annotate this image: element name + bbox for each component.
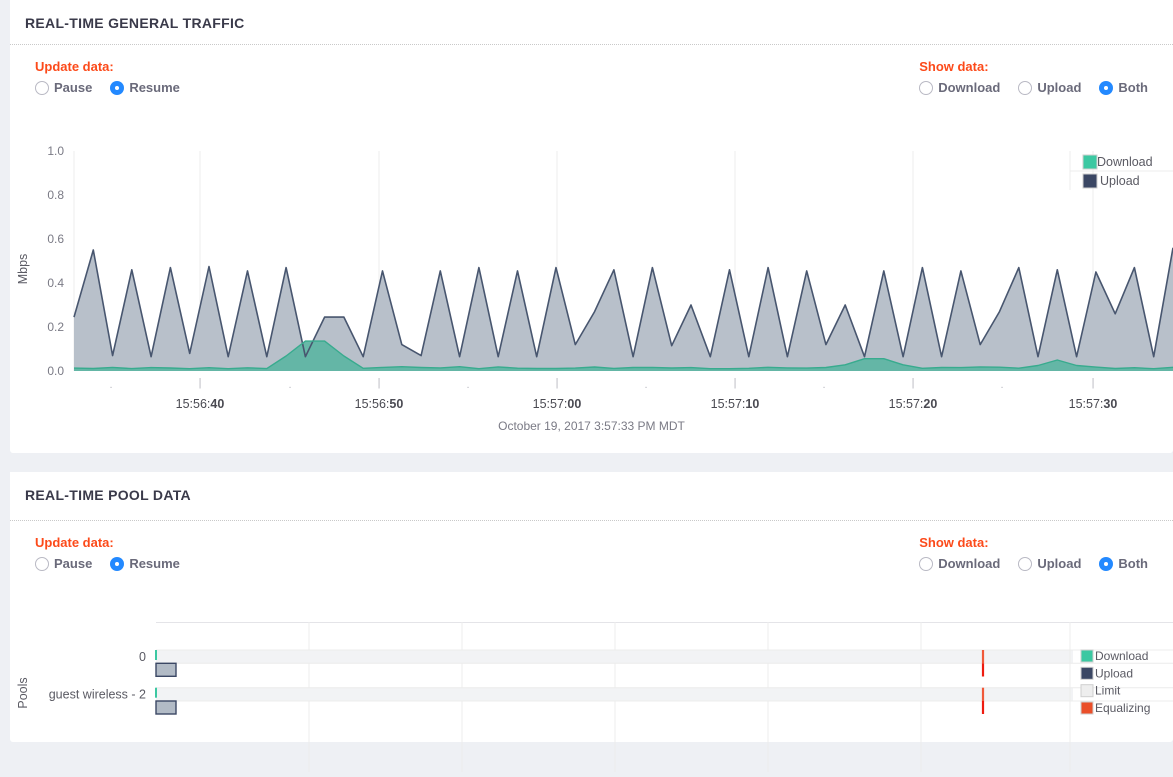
svg-text:|: | <box>378 377 381 389</box>
svg-text:.: . <box>288 379 291 391</box>
svg-text:Download: Download <box>1097 155 1153 169</box>
svg-text:Limit: Limit <box>1095 684 1121 698</box>
svg-text:15:57:30: 15:57:30 <box>1069 397 1118 410</box>
svg-text:|: | <box>1092 377 1095 389</box>
svg-text:15:57:00: 15:57:00 <box>533 397 582 410</box>
svg-text:0.2: 0.2 <box>47 320 64 334</box>
svg-text:15:57:20: 15:57:20 <box>889 397 938 410</box>
svg-text:15:56:50: 15:56:50 <box>355 397 404 410</box>
svg-text:1.0: 1.0 <box>47 144 64 158</box>
svg-text:0.0: 0.0 <box>47 364 64 378</box>
svg-text:0.8: 0.8 <box>47 188 64 202</box>
svg-text:.: . <box>644 379 647 391</box>
svg-text:|: | <box>734 377 737 389</box>
svg-text:|: | <box>556 377 559 389</box>
svg-text:.: . <box>822 379 825 391</box>
svg-text:guest wireless - 2: guest wireless - 2 <box>49 688 146 702</box>
svg-text:0.6: 0.6 <box>47 232 64 246</box>
svg-text:.: . <box>466 379 469 391</box>
svg-text:0.4: 0.4 <box>47 276 64 290</box>
svg-text:.: . <box>109 379 112 391</box>
svg-text:0: 0 <box>139 650 146 664</box>
svg-text:.: . <box>1000 379 1003 391</box>
svg-text:15:57:10: 15:57:10 <box>711 397 760 410</box>
svg-text:15:56:40: 15:56:40 <box>176 397 225 410</box>
svg-text:|: | <box>199 377 202 389</box>
svg-text:Upload: Upload <box>1095 666 1133 680</box>
svg-text:Download: Download <box>1095 649 1148 663</box>
svg-text:Upload: Upload <box>1100 174 1140 188</box>
svg-text:|: | <box>912 377 915 389</box>
svg-text:Equalizing: Equalizing <box>1095 701 1150 715</box>
